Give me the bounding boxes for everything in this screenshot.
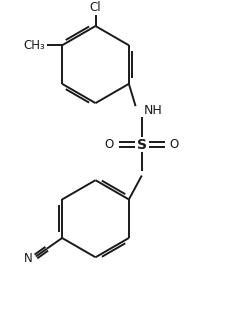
Text: CH₃: CH₃ [23,39,45,52]
Text: S: S [136,138,146,152]
Text: N: N [24,252,33,265]
Text: Cl: Cl [89,1,101,14]
Text: NH: NH [143,104,161,117]
Text: O: O [104,138,114,151]
Text: O: O [169,138,178,151]
